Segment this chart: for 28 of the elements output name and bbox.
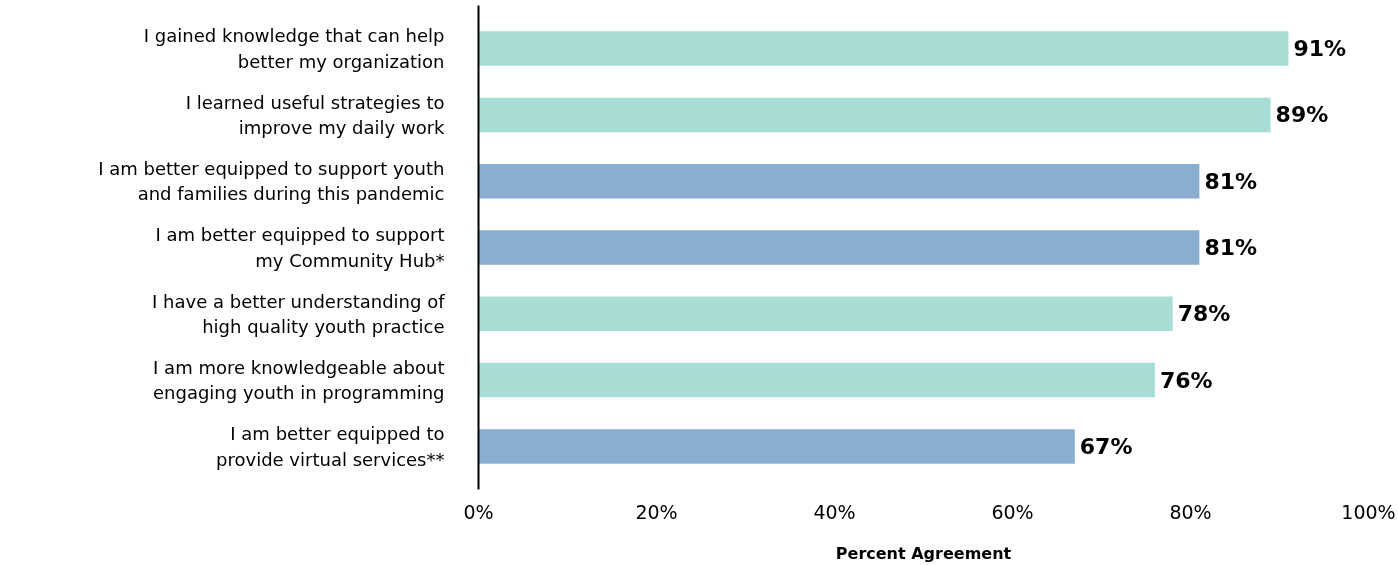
data-label: 89% [1275, 102, 1329, 128]
bar [478, 230, 1200, 265]
y-tick-label: I have a better understanding of high quality youth practice [152, 290, 446, 337]
x-axis-title: Percent Agreement [835, 543, 1012, 563]
data-label: 91% [1293, 36, 1347, 62]
y-tick-label: I am better equipped to support my Community Hub* [155, 224, 445, 271]
data-label: 78% [1177, 301, 1231, 327]
bar [478, 163, 1200, 199]
bar [478, 31, 1289, 66]
y-tick-label: I am better equipped to support youth and families during this pandemic [98, 158, 445, 205]
x-tick-label: 80% [1169, 500, 1212, 523]
x-tick-label: 0% [463, 500, 494, 523]
x-tick-label: 40% [813, 500, 856, 523]
x-tick-label: 20% [635, 500, 678, 523]
data-label: 81% [1204, 168, 1258, 194]
data-label: 81% [1204, 235, 1258, 260]
bar [478, 296, 1173, 332]
data-label: 67% [1079, 433, 1133, 459]
y-tick-label: I am better equipped to provide virtual services** [216, 423, 445, 470]
bar [478, 97, 1271, 133]
bar [478, 429, 1075, 464]
y-tick-label: I am more knowledgeable about engaging youth in programming [152, 357, 445, 404]
bar [478, 362, 1155, 398]
x-tick-label: 100% [1341, 500, 1396, 523]
y-tick-label: I gained knowledge that can help better my organization [143, 25, 445, 72]
data-label: 76% [1159, 367, 1213, 393]
y-tick-label: I learned useful strategies to improve my daily work [185, 91, 446, 138]
x-tick-label: 60% [991, 500, 1034, 523]
